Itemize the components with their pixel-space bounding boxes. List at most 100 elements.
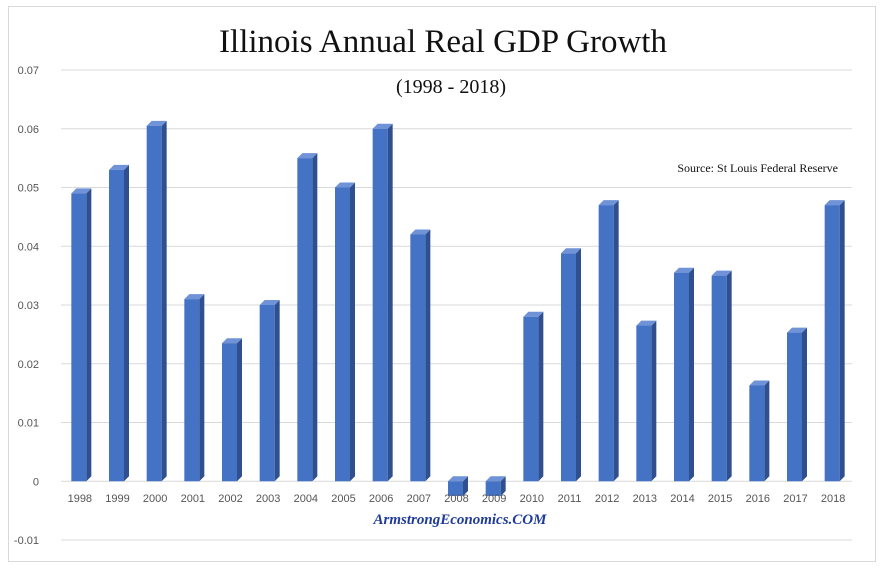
bar-front: [485, 481, 501, 496]
bar-top: [711, 270, 732, 276]
bar-side: [726, 270, 732, 482]
bar-front: [598, 205, 614, 482]
bar-front: [711, 275, 727, 482]
bar-top: [598, 200, 619, 206]
bar-top: [259, 300, 280, 305]
bar-side: [802, 327, 807, 482]
x-tick-label: 2000: [143, 493, 167, 505]
y-tick-label: -0.01: [14, 535, 39, 547]
bar: [711, 270, 732, 482]
bar-front: [71, 193, 87, 482]
bar: [335, 182, 355, 482]
bars: [71, 120, 845, 496]
bar-front: [410, 234, 426, 482]
bar-side: [86, 188, 92, 482]
x-tick-label: 2015: [708, 493, 732, 505]
x-tick-label: 2006: [369, 493, 393, 505]
bar: [259, 300, 280, 482]
bar-side: [538, 311, 544, 482]
x-axis-ticks: 1998 1999 2000 2001 2002 2003 2004 2005 2006 2007…: [68, 493, 846, 505]
bar-side: [463, 476, 468, 496]
bar: [598, 200, 619, 482]
x-tick-label: 2018: [821, 493, 845, 505]
bar: [410, 229, 431, 482]
bar: [222, 338, 242, 482]
bar-front: [335, 187, 350, 482]
bar-front: [448, 481, 463, 496]
chart-frame: -0.01 0 0.01 0.02 0.03 0.04 0.05 0.06 0.07 1998 1…: [8, 6, 876, 562]
bar-front: [523, 316, 539, 482]
bar-side: [425, 229, 431, 482]
bar-top: [146, 120, 167, 126]
bar-front: [561, 253, 576, 482]
bar-top: [749, 380, 770, 386]
bar: [523, 311, 544, 482]
bar-front: [749, 385, 765, 482]
x-tick-label: 2009: [482, 493, 506, 505]
bar-side: [237, 338, 242, 482]
bar-side: [274, 300, 280, 482]
bar-side: [689, 267, 694, 482]
bar-front: [222, 343, 237, 482]
bar-top: [636, 320, 657, 326]
source-note: Source: St Louis Federal Reserve: [677, 161, 838, 175]
y-tick-label: 0.01: [18, 418, 39, 430]
bar-front: [109, 169, 124, 482]
bar-top: [335, 182, 355, 188]
bar-top: [184, 294, 205, 300]
bar-side: [500, 476, 506, 496]
y-tick-label: 0.04: [18, 241, 39, 253]
bar-front: [372, 128, 388, 482]
x-tick-label: 2014: [670, 493, 694, 505]
bar-front: [787, 332, 802, 482]
y-tick-label: 0.07: [18, 65, 39, 77]
bar-side: [764, 380, 770, 482]
bar: [71, 188, 92, 482]
bar-side: [651, 320, 657, 482]
y-tick-label: 0.05: [18, 183, 39, 195]
bar-top: [109, 164, 129, 170]
bar-top: [71, 188, 92, 194]
bar-side: [350, 182, 355, 482]
x-tick-label: 2004: [294, 493, 318, 505]
bar-side: [312, 153, 318, 482]
bar-top: [824, 200, 845, 206]
bar-top: [372, 123, 393, 129]
x-tick-label: 2001: [181, 493, 205, 505]
bar-side: [199, 294, 205, 482]
bar-top: [448, 476, 468, 482]
bar-front: [297, 158, 313, 482]
x-tick-label: 2007: [407, 493, 431, 505]
x-tick-label: 2011: [558, 493, 582, 505]
bar: [297, 153, 318, 482]
bar-top: [674, 267, 694, 273]
gridlines: [61, 69, 852, 541]
bar-front: [146, 125, 162, 482]
chart-title: Illinois Annual Real GDP Growth: [219, 24, 667, 60]
y-tick-label: 0.06: [18, 124, 39, 136]
x-tick-label: 2010: [520, 493, 544, 505]
y-tick-label: 0.03: [18, 300, 39, 312]
x-tick-label: 2012: [595, 493, 619, 505]
bar-front: [674, 272, 689, 482]
bar: [109, 164, 129, 482]
bar-side: [576, 248, 581, 482]
y-tick-label: 0: [33, 476, 39, 488]
y-axis-ticks: -0.01 0 0.01 0.02 0.03 0.04 0.05 0.06 0.07: [14, 65, 39, 547]
bar-top: [561, 248, 581, 254]
x-tick-label: 2016: [746, 493, 770, 505]
bar-side: [613, 200, 619, 482]
bar-top: [523, 311, 544, 317]
y-tick-label: 0.02: [18, 359, 39, 371]
bar: [824, 200, 845, 482]
bar: [146, 120, 167, 482]
chart-subtitle: (1998 - 2018): [396, 76, 506, 98]
bar-top: [222, 338, 242, 344]
bar: [561, 248, 581, 482]
x-tick-label: 2005: [331, 493, 355, 505]
bar-side: [124, 164, 129, 482]
x-tick-label: 2003: [256, 493, 280, 505]
bar: [372, 123, 393, 482]
bar-side: [161, 120, 167, 482]
